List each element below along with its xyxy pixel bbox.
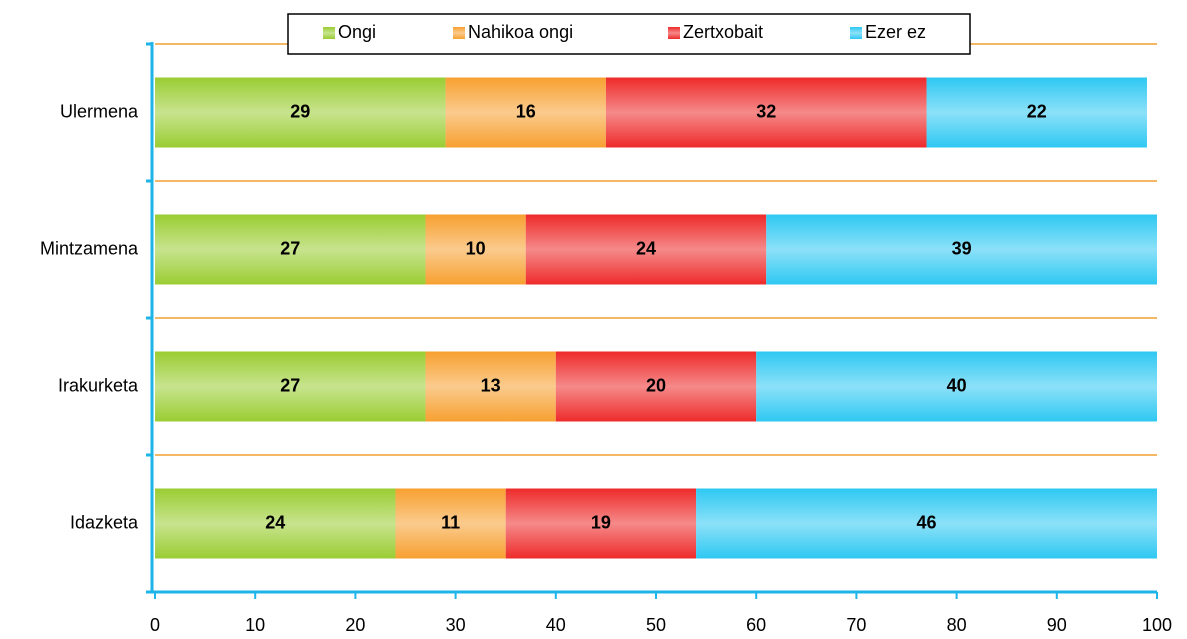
y-tick-label: Irakurketa <box>58 375 139 395</box>
data-label: 46 <box>917 512 937 532</box>
x-tick-label: 90 <box>1047 615 1067 635</box>
data-label: 10 <box>466 238 486 258</box>
data-label: 11 <box>441 512 460 532</box>
legend-swatch <box>850 27 862 39</box>
bar-segment <box>155 351 426 422</box>
data-label: 22 <box>1027 101 1047 121</box>
legend-swatch <box>323 27 335 39</box>
bar-segment <box>756 351 1157 422</box>
data-label: 40 <box>947 375 967 395</box>
legend-label: Ongi <box>338 22 376 42</box>
legend-swatch <box>668 27 680 39</box>
x-tick-label: 30 <box>446 615 466 635</box>
data-label: 24 <box>636 238 656 258</box>
bar-segment <box>696 488 1157 559</box>
y-tick-label: Idazketa <box>70 512 139 532</box>
x-tick-label: 50 <box>646 615 666 635</box>
bar-segment <box>525 214 767 285</box>
data-label: 29 <box>290 101 310 121</box>
bar-segment <box>445 77 606 148</box>
legend-label: Zertxobait <box>683 22 763 42</box>
bar-segment <box>766 214 1157 285</box>
x-tick-label: 40 <box>546 615 566 635</box>
x-tick-label: 60 <box>746 615 766 635</box>
bar-segment <box>555 351 757 422</box>
bar-segment <box>926 77 1147 148</box>
legend-swatch <box>453 27 465 39</box>
data-label: 19 <box>591 512 611 532</box>
bar-segment <box>155 214 426 285</box>
y-tick-label: Ulermena <box>60 101 139 121</box>
x-tick-label: 10 <box>245 615 265 635</box>
x-tick-label: 80 <box>947 615 967 635</box>
bar-segment <box>425 351 556 422</box>
data-label: 27 <box>280 375 300 395</box>
x-tick-label: 70 <box>846 615 866 635</box>
data-label: 32 <box>756 101 776 121</box>
x-tick-label: 100 <box>1142 615 1172 635</box>
y-tick-label: Mintzamena <box>40 238 139 258</box>
bar-segment <box>155 488 396 559</box>
data-label: 24 <box>265 512 285 532</box>
bar-segment <box>505 488 697 559</box>
data-label: 16 <box>516 101 536 121</box>
x-tick-label: 0 <box>150 615 160 635</box>
bar-segment <box>605 77 927 148</box>
bar-segment <box>155 77 446 148</box>
data-label: 27 <box>280 238 300 258</box>
bar-segment <box>395 488 506 559</box>
data-label: 13 <box>481 375 501 395</box>
legend-label: Ezer ez <box>865 22 926 42</box>
data-label: 20 <box>646 375 666 395</box>
legend-label: Nahikoa ongi <box>468 22 573 42</box>
x-tick-label: 20 <box>345 615 365 635</box>
bar-segment <box>425 214 526 285</box>
data-label: 39 <box>952 238 972 258</box>
